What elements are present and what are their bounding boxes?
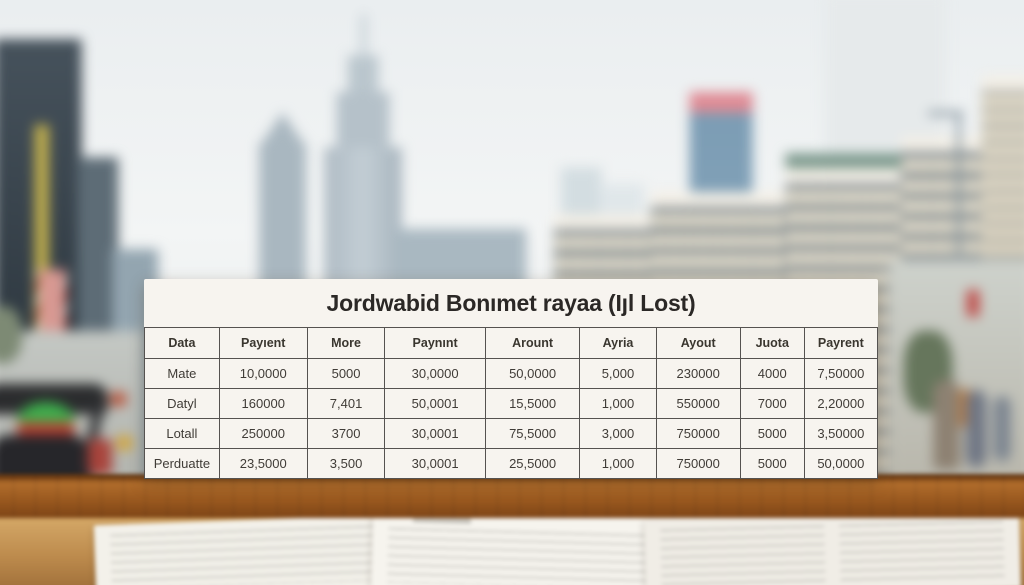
desk-front-edge bbox=[0, 474, 1024, 518]
column-header: Ayout bbox=[655, 327, 741, 359]
cell: 3700 bbox=[306, 418, 386, 449]
cell: 750000 bbox=[655, 418, 741, 449]
tree-blob bbox=[0, 306, 23, 364]
helmet bbox=[17, 402, 75, 441]
cell: 5000 bbox=[306, 358, 386, 389]
cell: 2,20000 bbox=[803, 388, 879, 419]
cell: 50,0000 bbox=[803, 448, 879, 479]
cell: 1,000 bbox=[579, 388, 657, 419]
street-lamp-arm bbox=[928, 111, 963, 116]
table-row: Lotall 250000 3700 30,0001 75,5000 3,000 75000… bbox=[144, 418, 879, 449]
street-lamp-pole bbox=[956, 114, 961, 304]
column-header: Juota bbox=[739, 327, 805, 359]
paper-document bbox=[93, 514, 397, 585]
paper-document bbox=[644, 510, 1021, 585]
cell: 3,000 bbox=[579, 418, 657, 449]
column-header: Payıent bbox=[218, 327, 308, 359]
cell: 5000 bbox=[739, 448, 805, 479]
spire-tower-crown bbox=[347, 55, 379, 95]
cell: 1,000 bbox=[579, 448, 657, 479]
cell: 50,0000 bbox=[484, 358, 581, 389]
cell: 5000 bbox=[739, 418, 805, 449]
cell: 4000 bbox=[739, 358, 805, 389]
column-header: Payrent bbox=[803, 327, 879, 359]
cell: 75,5000 bbox=[484, 418, 581, 449]
column-header: Ayria bbox=[579, 327, 657, 359]
paper-text-lines bbox=[839, 520, 1005, 583]
blue-tower-pink-cap bbox=[689, 92, 753, 113]
cell: 5,000 bbox=[579, 358, 657, 389]
cell: 30,0001 bbox=[384, 448, 486, 479]
cell: 160000 bbox=[218, 388, 308, 419]
cell: 3,500 bbox=[306, 448, 386, 479]
striped-banner bbox=[37, 269, 67, 333]
street-vehicle-blob bbox=[110, 391, 127, 407]
red-flag bbox=[966, 289, 980, 317]
cell: 7,50000 bbox=[803, 358, 879, 389]
pedestrian bbox=[933, 379, 960, 470]
spire-tower-upper bbox=[336, 92, 390, 150]
cell: 750000 bbox=[655, 448, 741, 479]
table-title: Jordwabid Bonımet rayaa (Iȷl Lost) bbox=[326, 289, 696, 316]
cell: 23,5000 bbox=[218, 448, 308, 479]
row-label: Datyl bbox=[144, 388, 220, 419]
column-header: Paynınt bbox=[384, 327, 486, 359]
paper-text-lines bbox=[660, 525, 826, 585]
yellow-blob bbox=[116, 434, 133, 452]
cell: 7,401 bbox=[306, 388, 386, 419]
table-row: Mate 10,0000 5000 30,0000 50,0000 5,000 230000… bbox=[144, 358, 879, 389]
cell: 3,50000 bbox=[803, 418, 879, 449]
cell: 230000 bbox=[655, 358, 741, 389]
header-row: Data Payıent More Paynınt Arount Ayria Ayout Ju… bbox=[144, 327, 879, 359]
row-label: Perduatte bbox=[144, 448, 220, 479]
table-row: Datyl 160000 7,401 50,0001 15,5000 1,000 55000… bbox=[144, 388, 879, 419]
column-header: More bbox=[306, 327, 386, 359]
data-table: Data Payıent More Paynınt Arount Ayria Ayout Ju… bbox=[144, 327, 879, 479]
data-table-card: Jordwabid Bonımet rayaa (Iȷl Lost) Data P… bbox=[144, 279, 879, 479]
table-row: Perduatte 23,5000 3,500 30,0001 25,5000 1,000… bbox=[144, 448, 879, 479]
cell: 550000 bbox=[655, 388, 741, 419]
row-label: Lotall bbox=[144, 418, 220, 449]
cell: 15,5000 bbox=[484, 388, 581, 419]
cell: 25,5000 bbox=[484, 448, 581, 479]
column-header: Arount bbox=[484, 327, 581, 359]
row-label: Mate bbox=[144, 358, 220, 389]
cell: 7000 bbox=[739, 388, 805, 419]
moto-red-part bbox=[87, 438, 113, 476]
spire-tower-needle bbox=[361, 14, 367, 60]
column-header: Data bbox=[144, 327, 220, 359]
cell: 10,0000 bbox=[218, 358, 308, 389]
cell: 50,0001 bbox=[384, 388, 486, 419]
cell: 250000 bbox=[218, 418, 308, 449]
cell: 30,0001 bbox=[384, 418, 486, 449]
paper-text-lines bbox=[110, 525, 380, 585]
pedestrian bbox=[965, 389, 987, 468]
cell: 30,0000 bbox=[384, 358, 486, 389]
pedestrian bbox=[993, 396, 1011, 462]
table-body: Mate 10,0000 5000 30,0000 50,0000 5,000 230000… bbox=[144, 358, 879, 479]
